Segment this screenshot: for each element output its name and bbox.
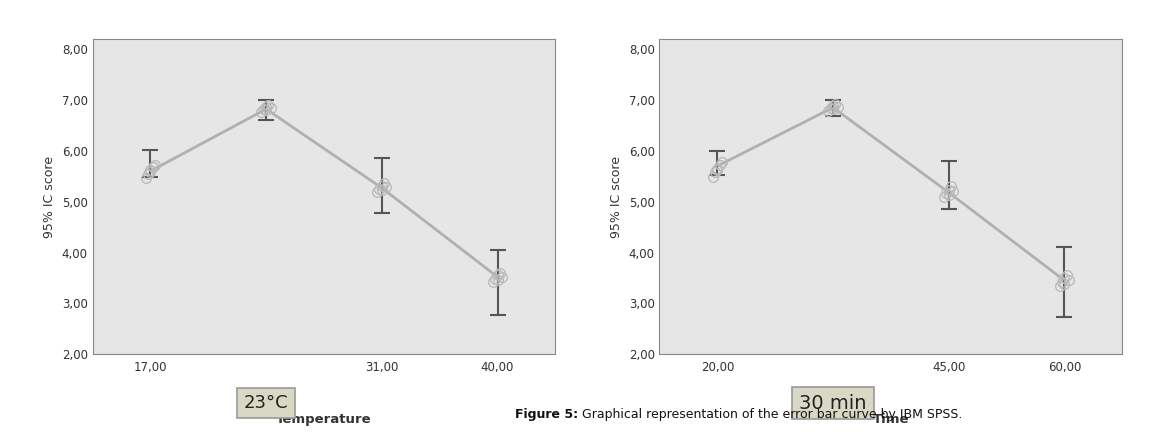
Text: 30 min: 30 min [799, 394, 867, 413]
Y-axis label: 95% IC score: 95% IC score [43, 156, 57, 238]
Text: 23°C: 23°C [244, 394, 288, 412]
Text: Graphical representation of the error bar curve by IBM SPSS.: Graphical representation of the error ba… [578, 408, 963, 421]
Y-axis label: 95% IC score: 95% IC score [610, 156, 624, 238]
Text: Figure 5:: Figure 5: [515, 408, 578, 421]
X-axis label: Time: Time [872, 413, 909, 426]
X-axis label: Temperature: Temperature [277, 413, 371, 426]
